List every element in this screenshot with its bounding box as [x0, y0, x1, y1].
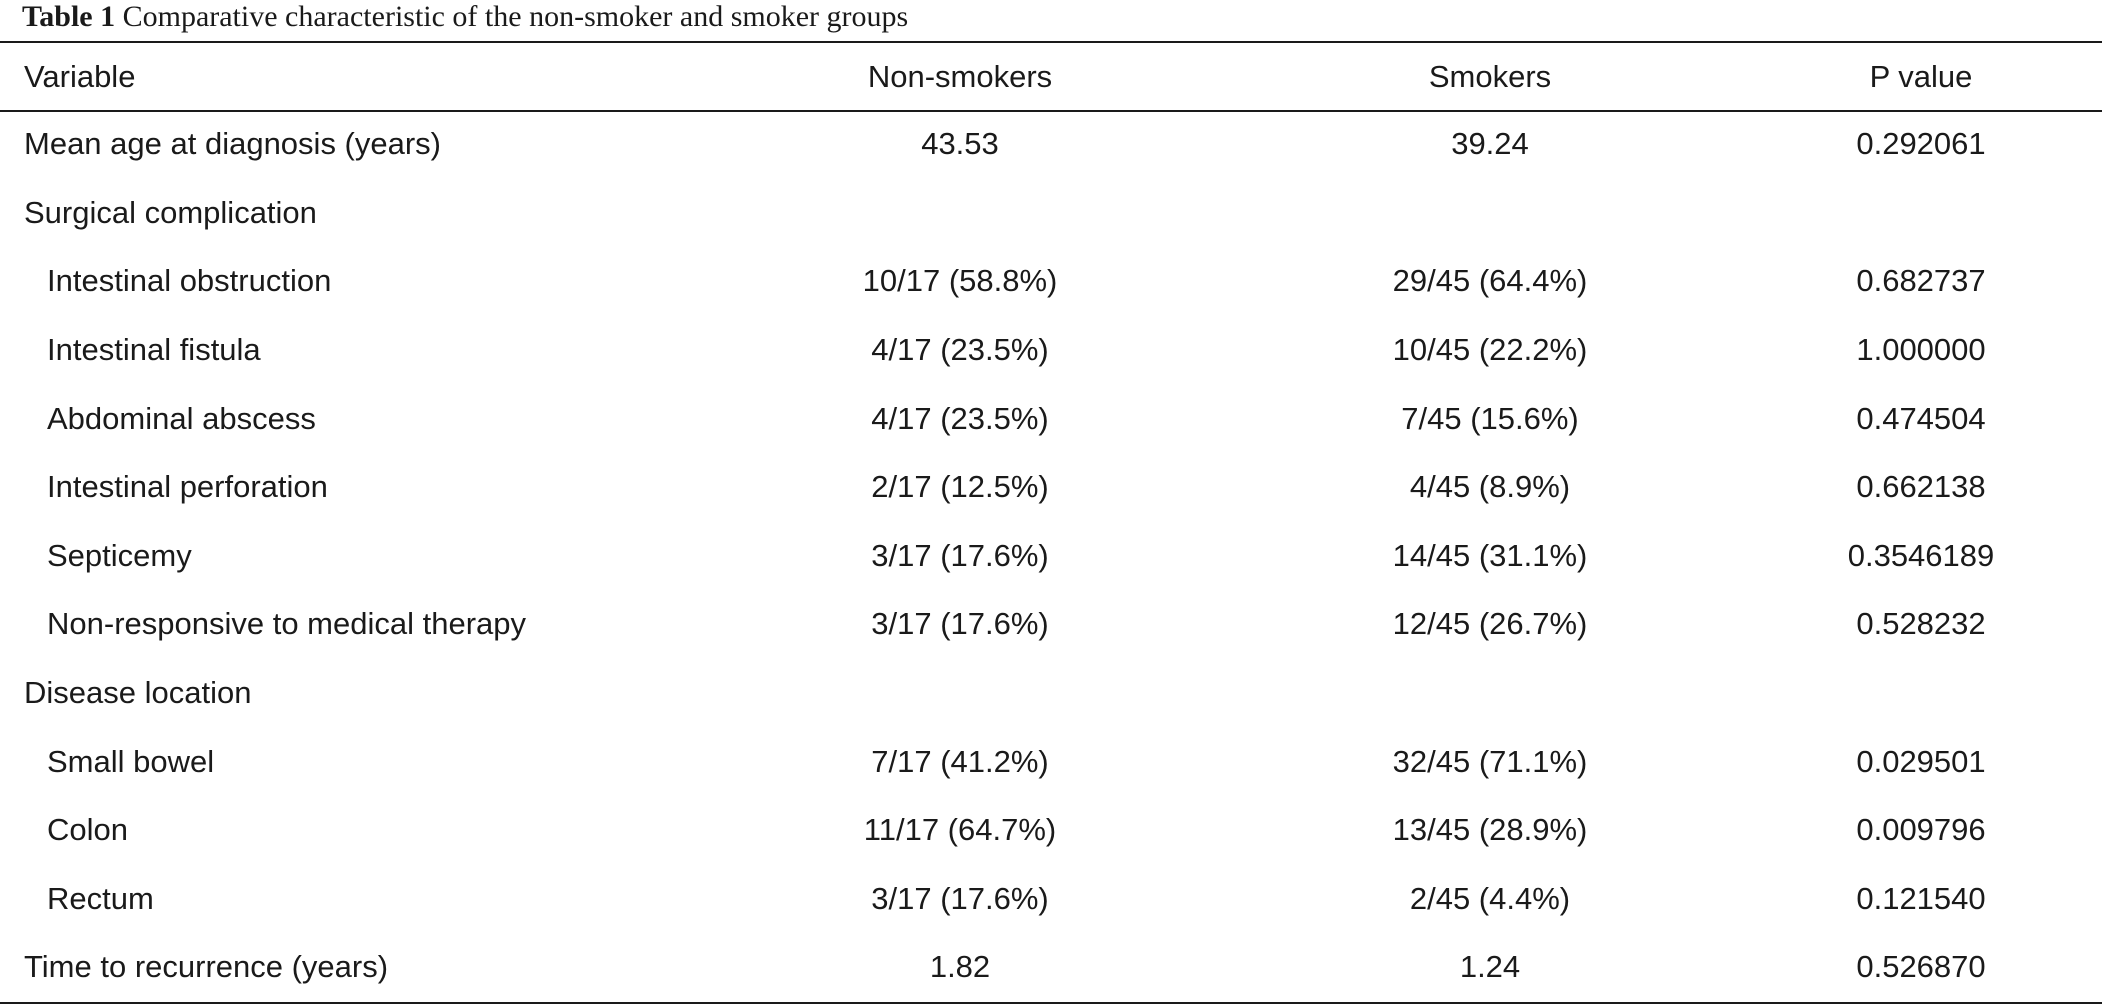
header-smokers: Smokers: [1428, 58, 1552, 94]
row-p-value: 1.000000: [1856, 332, 1986, 368]
row-p-value: [1740, 659, 2102, 728]
table-row: Non-responsive to medical therapy 3/17 (…: [0, 590, 2102, 659]
row-non-smokers: 2/17 (12.5%): [871, 469, 1049, 505]
row-non-smokers: 1.82: [929, 949, 991, 985]
header-non-smokers: Non-smokers: [867, 58, 1053, 94]
row-smokers: 10/45 (22.2%): [1392, 332, 1588, 368]
row-p-value: 0.526870: [1856, 949, 1986, 985]
row-non-smokers: 4/17 (23.5%): [871, 400, 1049, 436]
row-smokers: 4/45 (8.9%): [1409, 469, 1571, 505]
table-caption-label: Table 1: [22, 0, 116, 33]
row-non-smokers: [680, 659, 1240, 728]
row-non-smokers: 43.53: [921, 126, 999, 162]
row-non-smokers: 11/17 (64.7%): [863, 812, 1057, 848]
table-row: Intestinal obstruction 10/17 (58.8%) 29/…: [0, 247, 2102, 316]
row-variable: Rectum: [47, 880, 154, 916]
row-non-smokers: 3/17 (17.6%): [871, 880, 1049, 916]
table-row: Abdominal abscess 4/17 (23.5%) 7/45 (15.…: [0, 384, 2102, 453]
table-header-rule: [0, 110, 2102, 112]
section-label: Disease location: [24, 675, 252, 711]
table-row: Intestinal fistula 4/17 (23.5%) 10/45 (2…: [0, 316, 2102, 385]
row-variable: Colon: [47, 812, 128, 848]
section-label: Surgical complication: [24, 194, 317, 230]
row-p-value: 0.121540: [1856, 880, 1986, 916]
row-smokers: 7/45 (15.6%): [1401, 400, 1579, 436]
row-non-smokers: 3/17 (17.6%): [871, 606, 1049, 642]
table-section-row: Disease location: [0, 659, 2102, 728]
row-p-value: 0.292061: [1856, 126, 1986, 162]
table-row: Small bowel 7/17 (41.2%) 32/45 (71.1%) 0…: [0, 727, 2102, 796]
row-smokers: 13/45 (28.9%): [1392, 812, 1588, 848]
table-row: Intestinal perforation 2/17 (12.5%) 4/45…: [0, 453, 2102, 522]
row-variable: Intestinal perforation: [47, 469, 328, 505]
row-smokers: 32/45 (71.1%): [1392, 743, 1588, 779]
table-top-rule: [0, 41, 2102, 43]
table-caption-text: Comparative characteristic of the non-sm…: [122, 0, 909, 33]
table-header-row: Variable Non-smokers Smokers P value: [0, 43, 2102, 110]
row-smokers: 1.24: [1459, 949, 1521, 985]
table-bottom-rule: [0, 1002, 2102, 1004]
row-non-smokers: 3/17 (17.6%): [871, 537, 1049, 573]
row-p-value: [1740, 179, 2102, 248]
row-smokers: 39.24: [1451, 126, 1529, 162]
table-row: Rectum 3/17 (17.6%) 2/45 (4.4%) 0.121540: [0, 865, 2102, 934]
row-variable: Abdominal abscess: [47, 400, 316, 436]
comparison-table: Variable Non-smokers Smokers P value Mea…: [0, 43, 2102, 1002]
row-non-smokers: 7/17 (41.2%): [871, 743, 1049, 779]
row-p-value: 0.474504: [1856, 400, 1986, 436]
table-caption: Table 1 Comparative characteristic of th…: [22, 0, 908, 40]
row-variable: Non-responsive to medical therapy: [47, 606, 527, 642]
row-p-value: 0.029501: [1856, 743, 1986, 779]
row-non-smokers: 10/17 (58.8%): [862, 263, 1058, 299]
row-p-value: 0.682737: [1856, 263, 1986, 299]
row-smokers: 29/45 (64.4%): [1392, 263, 1588, 299]
row-non-smokers: 4/17 (23.5%): [871, 332, 1049, 368]
row-variable: Intestinal fistula: [47, 332, 261, 368]
row-smokers: [1240, 659, 1740, 728]
row-smokers: 14/45 (31.1%): [1392, 537, 1588, 573]
row-variable: Intestinal obstruction: [47, 263, 332, 299]
row-variable: Septicemy: [47, 537, 192, 573]
header-variable: Variable: [24, 58, 136, 94]
table-row: Colon 11/17 (64.7%) 13/45 (28.9%) 0.0097…: [0, 796, 2102, 865]
table-row: Septicemy 3/17 (17.6%) 14/45 (31.1%) 0.3…: [0, 522, 2102, 591]
row-non-smokers: [680, 179, 1240, 248]
row-smokers: [1240, 179, 1740, 248]
row-variable: Mean age at diagnosis (years): [24, 126, 442, 162]
row-p-value: 0.662138: [1856, 469, 1986, 505]
row-smokers: 12/45 (26.7%): [1392, 606, 1588, 642]
row-p-value: 0.3546189: [1847, 537, 1995, 573]
table-section-row: Surgical complication: [0, 179, 2102, 248]
table-row: Mean age at diagnosis (years) 43.53 39.2…: [0, 110, 2102, 179]
header-p-value: P value: [1869, 58, 1973, 94]
table-row: Time to recurrence (years) 1.82 1.24 0.5…: [0, 933, 2102, 1002]
row-p-value: 0.009796: [1856, 812, 1986, 848]
row-variable: Small bowel: [47, 743, 215, 779]
row-smokers: 2/45 (4.4%): [1409, 880, 1571, 916]
row-variable: Time to recurrence (years): [24, 949, 389, 985]
row-p-value: 0.528232: [1856, 606, 1986, 642]
